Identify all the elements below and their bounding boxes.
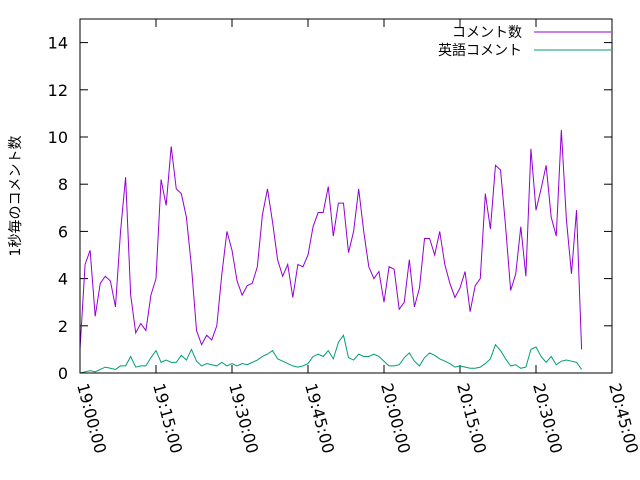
plot-frame: [79, 18, 613, 374]
x-tick-label: 20:30:00: [529, 381, 566, 455]
y-tick-label: 14: [48, 34, 68, 53]
y-tick-label: 6: [58, 222, 68, 241]
x-tick-label: 19:00:00: [73, 381, 110, 455]
legend-label-2: 英語コメント: [438, 42, 522, 59]
series-layer: [79, 129, 583, 374]
y-axis-ticks: 0 2 4 6 8 10 12 14: [48, 34, 612, 383]
series-line-2: [79, 334, 583, 374]
x-tick-label: 20:15:00: [453, 381, 490, 455]
x-tick-label: 19:15:00: [149, 381, 186, 455]
y-axis-label: 1秒毎のコメント数: [8, 136, 24, 257]
x-tick-label: 20:00:00: [377, 381, 414, 455]
legend-label-1: コメント数: [452, 25, 522, 41]
series-line-1: [79, 129, 583, 350]
x-tick-label: 20:45:00: [605, 381, 640, 455]
y-tick-label: 10: [48, 128, 68, 147]
x-tick-label: 19:45:00: [301, 381, 338, 455]
y-tick-label: 0: [58, 364, 68, 383]
y-tick-label: 2: [58, 317, 68, 336]
y-tick-label: 4: [58, 270, 68, 289]
y-tick-label: 8: [58, 175, 68, 194]
y-tick-label: 12: [48, 81, 68, 100]
x-tick-label: 19:30:00: [225, 381, 262, 455]
